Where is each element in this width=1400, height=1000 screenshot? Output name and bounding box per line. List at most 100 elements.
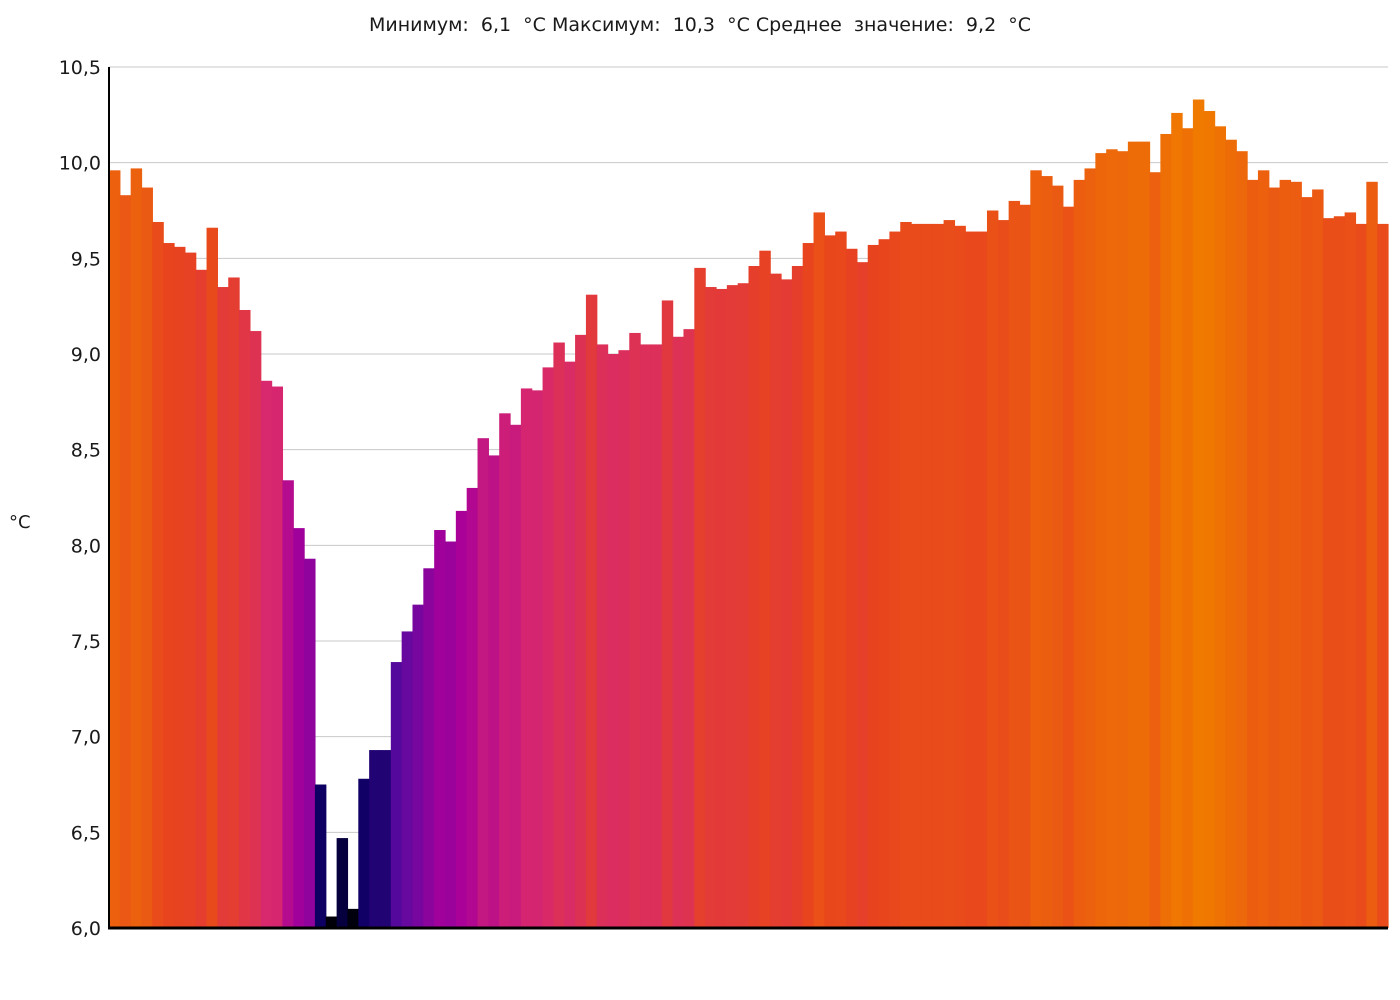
bar — [401, 631, 414, 928]
y-tick-label: 6,0 — [71, 918, 101, 940]
bar — [900, 221, 912, 929]
y-tick-label: 9,5 — [71, 248, 101, 270]
bar — [174, 246, 186, 929]
bar — [477, 438, 489, 928]
bar — [770, 273, 782, 928]
bar — [553, 342, 565, 928]
bar — [629, 332, 641, 928]
bar — [347, 908, 359, 928]
bar — [1290, 181, 1302, 929]
bar — [488, 455, 500, 928]
bar — [1236, 151, 1248, 928]
bar — [1062, 206, 1075, 929]
bar — [997, 220, 1010, 928]
bars — [109, 99, 1389, 929]
bar — [1257, 170, 1270, 928]
bar — [781, 279, 793, 928]
bar — [1192, 99, 1205, 928]
bar — [1203, 111, 1216, 928]
bar — [618, 350, 630, 928]
bar — [1030, 170, 1042, 928]
bar — [228, 277, 240, 929]
y-tick-label: 10,5 — [59, 57, 101, 79]
bar — [1171, 112, 1183, 929]
bar — [575, 334, 587, 928]
bar — [715, 288, 728, 928]
bar — [564, 361, 576, 928]
bar — [282, 480, 294, 928]
y-tick-label: 8,0 — [71, 535, 101, 557]
bar — [683, 329, 695, 928]
bar — [1117, 151, 1129, 928]
bar — [650, 344, 663, 928]
bar — [640, 344, 652, 928]
bar — [499, 413, 511, 928]
bar — [1138, 141, 1151, 928]
bar — [748, 265, 760, 928]
bar — [1247, 179, 1259, 928]
bar — [1160, 133, 1172, 929]
bar — [466, 487, 479, 928]
bar — [379, 750, 392, 928]
bar — [705, 287, 717, 928]
bar — [249, 331, 262, 928]
bar — [390, 662, 403, 928]
bar — [596, 344, 609, 928]
bar — [607, 354, 620, 928]
bar — [1084, 168, 1096, 928]
bar — [412, 604, 424, 928]
bar — [336, 838, 349, 928]
bar — [585, 294, 598, 928]
bar — [911, 223, 923, 928]
bar — [965, 231, 977, 929]
bar — [1073, 179, 1086, 928]
bar — [976, 231, 988, 929]
bar — [531, 390, 544, 929]
bar — [835, 231, 847, 929]
bar — [759, 250, 771, 928]
bar — [856, 262, 869, 928]
bar — [1127, 141, 1140, 928]
bar — [195, 269, 208, 928]
y-tick-label: 9,0 — [71, 344, 101, 366]
bar — [325, 916, 338, 928]
bar — [986, 210, 999, 928]
bar — [510, 424, 522, 928]
bar — [163, 243, 175, 928]
bar — [293, 528, 305, 928]
bar — [542, 367, 554, 928]
y-tick-labels: 6,0 6,5 7,0 7,5 8,0 8,5 9,0 9,5 10,0 10,5 — [59, 57, 101, 940]
bar — [1279, 179, 1292, 928]
y-tick-label: 6,5 — [71, 822, 101, 844]
bar — [369, 750, 381, 928]
bar — [694, 267, 706, 928]
bar — [1355, 223, 1367, 928]
y-tick-label: 10,0 — [59, 153, 101, 175]
bar — [152, 221, 164, 929]
bar — [423, 568, 435, 928]
bar — [737, 283, 750, 929]
bar — [314, 784, 327, 928]
bar — [260, 380, 273, 928]
bar — [109, 170, 121, 928]
bar — [889, 231, 901, 929]
y-tick-label: 7,5 — [71, 631, 101, 653]
bar — [130, 168, 143, 928]
bar — [1214, 126, 1227, 928]
bar — [1333, 216, 1346, 929]
bar — [791, 265, 804, 928]
bar — [119, 195, 132, 928]
bar — [1268, 187, 1281, 929]
bar — [445, 541, 457, 928]
bar — [239, 309, 251, 928]
bar — [1149, 172, 1161, 929]
bar — [1019, 204, 1031, 928]
bar — [1344, 212, 1357, 928]
bar — [304, 558, 316, 928]
bar — [1225, 139, 1237, 928]
bar — [1322, 218, 1335, 928]
chart-title: Минимум: 6,1 °C Максимум: 10,3 °C Средне… — [368, 14, 1031, 36]
y-tick-label: 7,0 — [71, 727, 101, 749]
bar — [1095, 153, 1107, 929]
